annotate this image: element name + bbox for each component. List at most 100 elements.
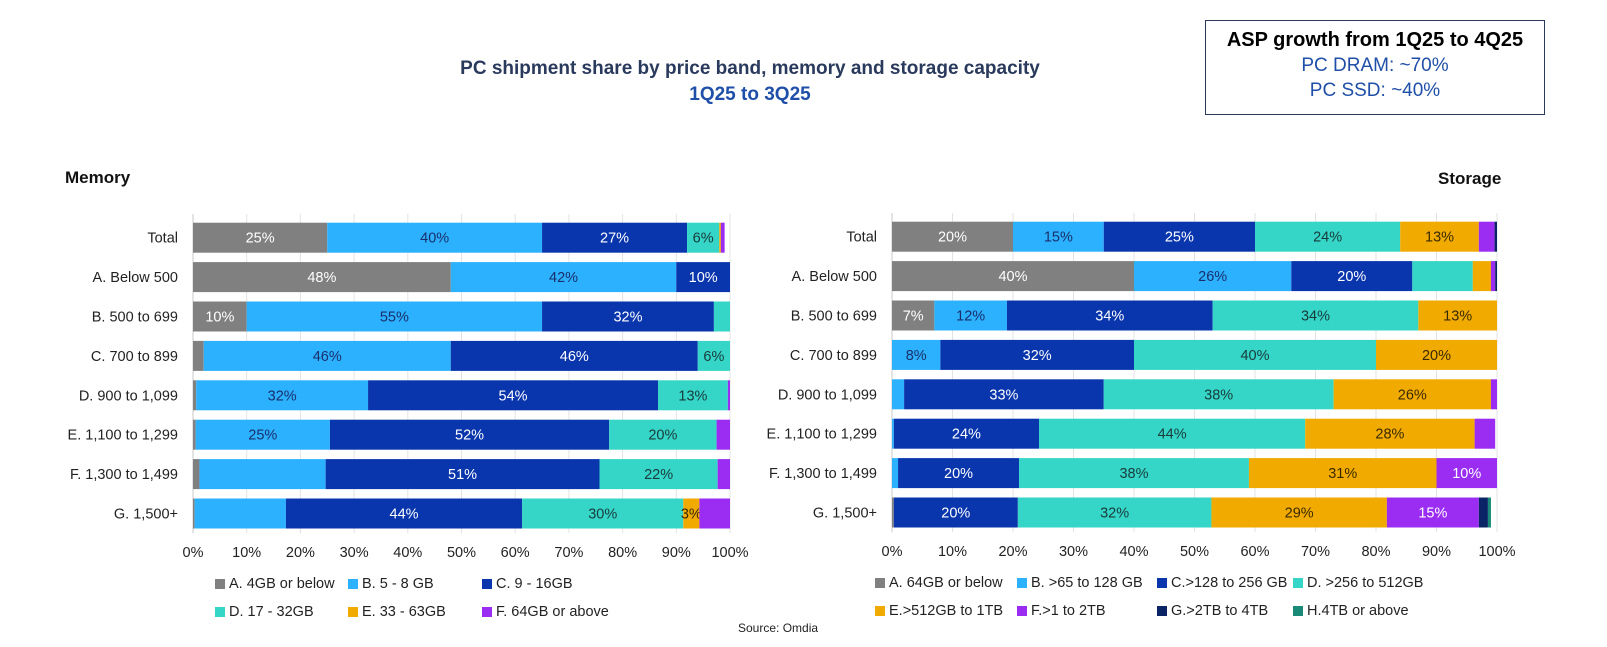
storage-bar-segment bbox=[898, 458, 1020, 489]
storage-category-label: Total bbox=[846, 230, 877, 246]
storage-category-label: D. 900 to 1,099 bbox=[778, 387, 877, 403]
storage-data-label: 29% bbox=[1285, 506, 1314, 522]
memory-bar-segment bbox=[325, 459, 600, 490]
storage-bar-segment bbox=[940, 339, 1134, 370]
asp-callout-title: ASP growth from 1Q25 to 4Q25 bbox=[1226, 29, 1524, 51]
storage-bar-segment bbox=[892, 339, 941, 370]
memory-legend-item: A. 4GB or below bbox=[215, 576, 335, 592]
storage-data-label: 20% bbox=[941, 506, 970, 522]
memory-data-label: 27% bbox=[600, 231, 629, 247]
memory-bar-segment bbox=[683, 498, 700, 529]
storage-data-label: 10% bbox=[1452, 466, 1481, 482]
storage-bar-segment bbox=[1211, 497, 1387, 528]
storage-data-label: 32% bbox=[1023, 348, 1052, 364]
storage-bar-segment bbox=[1490, 261, 1496, 292]
memory-legend-item: B. 5 - 8 GB bbox=[348, 576, 434, 592]
storage-bar-segment bbox=[1212, 300, 1419, 331]
memory-x-tick-label: 70% bbox=[554, 545, 583, 561]
memory-bar-segment bbox=[193, 301, 247, 332]
storage-data-label: 20% bbox=[1422, 348, 1451, 364]
storage-bar-segment bbox=[1006, 300, 1213, 331]
legend-label: B. >65 to 128 GB bbox=[1031, 575, 1143, 591]
storage-bar-segment bbox=[1495, 261, 1497, 292]
storage-bar-segment bbox=[1494, 221, 1497, 252]
storage-bar-segment bbox=[1017, 497, 1212, 528]
storage-legend-item: B. >65 to 128 GB bbox=[1017, 575, 1143, 591]
memory-legend-item: E. 33 - 63GB bbox=[348, 604, 446, 620]
storage-data-label: 28% bbox=[1375, 427, 1404, 443]
legend-label: D. >256 to 512GB bbox=[1307, 575, 1424, 591]
storage-x-tick-label: 20% bbox=[998, 544, 1027, 560]
memory-x-tick-label: 90% bbox=[662, 545, 691, 561]
storage-data-label: 8% bbox=[906, 348, 927, 364]
memory-bar-segment bbox=[719, 222, 721, 253]
memory-data-label: 3% bbox=[681, 507, 702, 523]
memory-bar-segment bbox=[368, 380, 659, 411]
storage-bar-segment bbox=[904, 379, 1104, 410]
storage-panel-title: Storage bbox=[1438, 169, 1502, 188]
storage-bar-segment bbox=[892, 379, 905, 410]
storage-bar-segment bbox=[1333, 379, 1491, 410]
storage-legend-item: F.>1 to 2TB bbox=[1017, 603, 1106, 619]
memory-category-label: G. 1,500+ bbox=[114, 507, 178, 523]
memory-data-label: 46% bbox=[560, 349, 589, 365]
memory-bar-segment bbox=[329, 419, 610, 450]
memory-data-label: 25% bbox=[248, 428, 277, 444]
storage-bar-segment bbox=[1478, 497, 1488, 528]
storage-bar-segment bbox=[1418, 300, 1497, 331]
storage-bar-segment bbox=[892, 261, 1134, 292]
storage-category-label: B. 500 to 699 bbox=[791, 309, 877, 325]
memory-bar-segment bbox=[609, 419, 717, 450]
memory-data-label: 54% bbox=[499, 388, 528, 404]
legend-label: D. 17 - 32GB bbox=[229, 604, 314, 620]
memory-bar-segment bbox=[193, 380, 197, 411]
legend-label: A. 4GB or below bbox=[229, 576, 335, 592]
legend-swatch-icon bbox=[215, 579, 225, 589]
memory-bar-segment bbox=[193, 498, 195, 529]
storage-x-tick-label: 100% bbox=[1478, 544, 1515, 560]
storage-data-label: 34% bbox=[1095, 309, 1124, 325]
storage-x-tick-label: 50% bbox=[1180, 544, 1209, 560]
memory-legend-item: D. 17 - 32GB bbox=[215, 604, 314, 620]
memory-bar-segment bbox=[450, 262, 677, 293]
memory-data-label: 6% bbox=[693, 231, 714, 247]
source-note: Source: Omdia bbox=[738, 621, 819, 635]
asp-growth-callout: ASP growth from 1Q25 to 4Q25 PC DRAM: ~7… bbox=[1205, 20, 1545, 115]
storage-category-label: F. 1,300 to 1,499 bbox=[769, 466, 877, 482]
memory-category-label: D. 900 to 1,099 bbox=[79, 388, 178, 404]
memory-x-tick-label: 80% bbox=[608, 545, 637, 561]
storage-data-label: 15% bbox=[1418, 506, 1447, 522]
memory-bar-segment bbox=[720, 222, 725, 253]
storage-bar-segment bbox=[892, 458, 899, 489]
asp-dram-growth: PC DRAM: ~70% bbox=[1301, 55, 1449, 76]
storage-data-label: 20% bbox=[938, 230, 967, 246]
storage-x-tick-label: 30% bbox=[1059, 544, 1088, 560]
legend-swatch-icon bbox=[1017, 606, 1027, 616]
storage-bar-segment bbox=[892, 221, 1013, 252]
legend-label: E.>512GB to 1TB bbox=[889, 603, 1004, 619]
storage-bar-segment bbox=[1039, 418, 1306, 449]
memory-category-label: A. Below 500 bbox=[93, 270, 178, 286]
storage-bar-segment bbox=[893, 418, 1040, 449]
storage-x-tick-label: 70% bbox=[1301, 544, 1330, 560]
legend-swatch-icon bbox=[875, 606, 885, 616]
memory-bar-segment bbox=[542, 301, 714, 332]
memory-bar-segment bbox=[450, 340, 698, 371]
memory-data-label: 40% bbox=[420, 231, 449, 247]
storage-legend-item: H.4TB or above bbox=[1293, 603, 1409, 619]
memory-category-label: F. 1,300 to 1,499 bbox=[70, 467, 178, 483]
storage-bar-segment bbox=[1305, 418, 1475, 449]
memory-bar-segment bbox=[658, 380, 728, 411]
legend-swatch-icon bbox=[348, 579, 358, 589]
chart-subtitle: 1Q25 to 3Q25 bbox=[689, 84, 811, 105]
storage-bar-segment bbox=[1400, 221, 1479, 252]
memory-data-label: 20% bbox=[648, 428, 677, 444]
legend-swatch-icon bbox=[875, 578, 885, 588]
legend-label: C.>128 to 256 GB bbox=[1171, 575, 1288, 591]
storage-x-tick-label: 80% bbox=[1361, 544, 1390, 560]
memory-data-label: 44% bbox=[390, 507, 419, 523]
memory-x-tick-label: 20% bbox=[286, 545, 315, 561]
storage-bar-segment bbox=[1474, 418, 1496, 449]
storage-bar-segment bbox=[1376, 339, 1497, 370]
